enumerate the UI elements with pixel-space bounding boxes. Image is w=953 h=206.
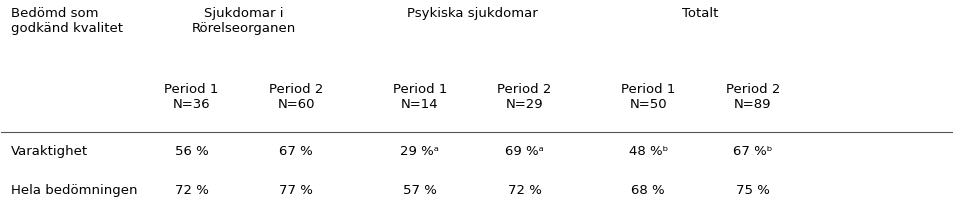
Text: 68 %: 68 %: [631, 184, 664, 197]
Text: Period 2
N=89: Period 2 N=89: [725, 83, 780, 111]
Text: 77 %: 77 %: [279, 184, 313, 197]
Text: 29 %ᵃ: 29 %ᵃ: [400, 145, 439, 158]
Text: Period 2
N=60: Period 2 N=60: [269, 83, 323, 111]
Text: 75 %: 75 %: [735, 184, 769, 197]
Text: 72 %: 72 %: [174, 184, 209, 197]
Text: Varaktighet: Varaktighet: [10, 145, 88, 158]
Text: 72 %: 72 %: [507, 184, 541, 197]
Text: 67 %: 67 %: [279, 145, 313, 158]
Text: 57 %: 57 %: [402, 184, 436, 197]
Text: Period 1
N=14: Period 1 N=14: [393, 83, 447, 111]
Text: Period 1
N=36: Period 1 N=36: [164, 83, 218, 111]
Text: Totalt: Totalt: [681, 7, 718, 20]
Text: 48 %ᵇ: 48 %ᵇ: [628, 145, 667, 158]
Text: 56 %: 56 %: [174, 145, 209, 158]
Text: Psykiska sjukdomar: Psykiska sjukdomar: [406, 7, 537, 20]
Text: Period 2
N=29: Period 2 N=29: [497, 83, 551, 111]
Text: Period 1
N=50: Period 1 N=50: [620, 83, 675, 111]
Text: Sjukdomar i
Rörelseorganen: Sjukdomar i Rörelseorganen: [192, 7, 295, 35]
Text: Bedömd som
godkänd kvalitet: Bedömd som godkänd kvalitet: [10, 7, 123, 35]
Text: 69 %ᵃ: 69 %ᵃ: [504, 145, 543, 158]
Text: 67 %ᵇ: 67 %ᵇ: [732, 145, 772, 158]
Text: Hela bedömningen: Hela bedömningen: [10, 184, 137, 197]
